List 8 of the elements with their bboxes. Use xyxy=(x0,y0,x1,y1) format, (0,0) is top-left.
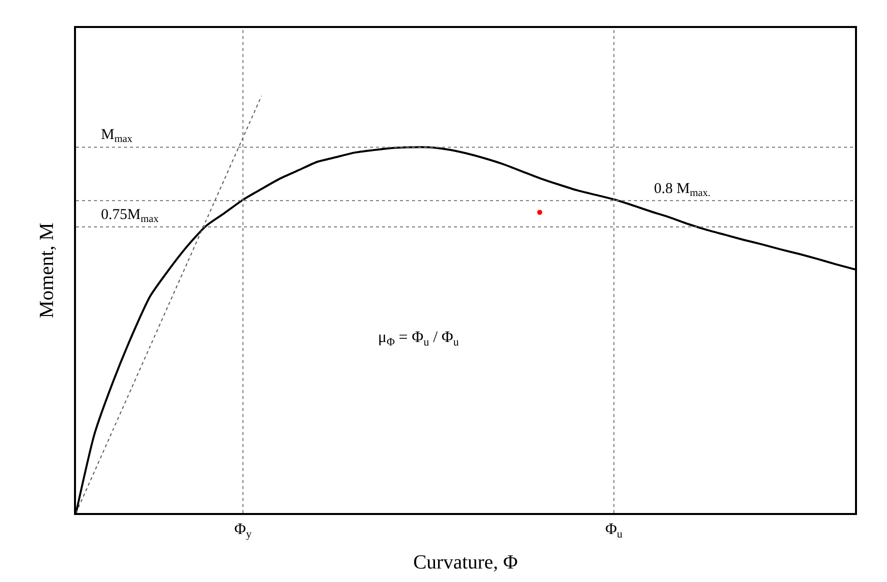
y-axis-title: Moment, M xyxy=(36,222,58,318)
x-axis-title: Curvature, Φ xyxy=(413,552,518,574)
x-tick-label: Φ$_{u}$ xyxy=(605,521,623,541)
ref-line-label: 0.8 M$_{max.}$ xyxy=(654,181,711,200)
ref-line-label: 0.75M$_{max}$ xyxy=(101,207,160,226)
ref-line-label: M$_{max}$ xyxy=(101,127,134,146)
x-tick-label: Φ$_{y}$ xyxy=(234,521,252,541)
annotation: μ$_{Φ}$ = Φ$_{u}$ / Φ$_{u}$ xyxy=(378,329,460,348)
